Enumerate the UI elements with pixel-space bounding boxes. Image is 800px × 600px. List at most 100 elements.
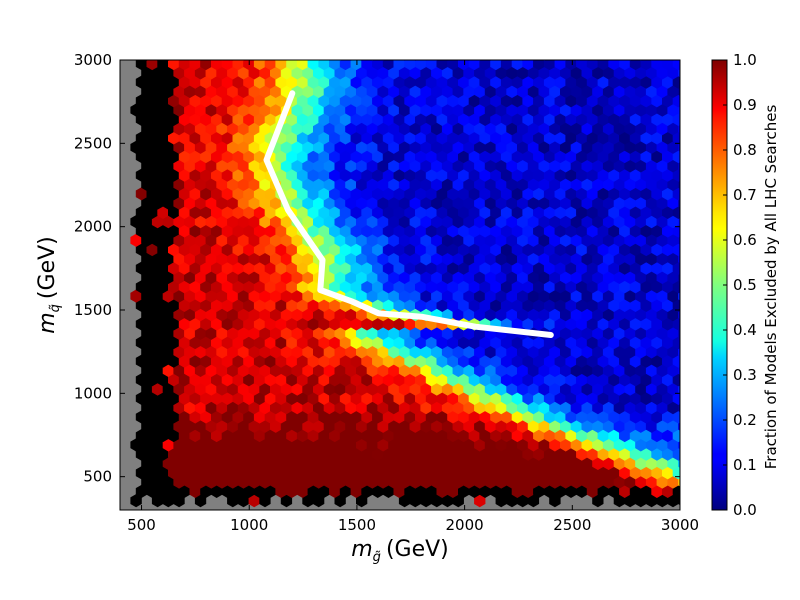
colorbar-tick-label: 0.5 [733, 276, 757, 294]
x-tick-label: 2000 [446, 516, 484, 534]
colorbar-tick-label: 1.0 [733, 51, 757, 69]
colorbar-tick-label: 0.4 [733, 321, 757, 339]
hexbin-cell [499, 60, 503, 61]
hexbin-cell [392, 60, 396, 61]
hexbin-cell [285, 60, 288, 61]
hexbin-cell [275, 60, 287, 71]
x-tick-label: 1000 [230, 516, 268, 534]
hexbin-cell [457, 60, 470, 71]
hexbin-cell [671, 60, 675, 61]
hexbin-cell [199, 60, 202, 61]
hexbin-cell [446, 60, 449, 61]
hexbin-cell [381, 60, 385, 61]
hexbin-cell [467, 60, 471, 61]
hexbin-cell [242, 60, 245, 61]
hexbin-cell [661, 60, 674, 71]
hexbin-cell [479, 60, 491, 71]
hexbin-cell [382, 60, 395, 71]
hexbin-cell [166, 60, 170, 61]
hexbin-cell [554, 60, 567, 71]
hexbin-cell [209, 60, 213, 61]
hexbin-cell [220, 60, 224, 61]
x-tick-label: 3000 [661, 516, 699, 534]
hexbin-cell [168, 60, 180, 71]
hexbin-cell [327, 60, 331, 61]
hexbin-cell [200, 60, 212, 71]
hexbin-cell [189, 60, 201, 71]
hexbin-cell [489, 60, 492, 61]
hexbin-cell [350, 60, 362, 71]
hexbin-cell [329, 60, 341, 71]
colorbar-tick-label: 0.2 [733, 411, 757, 429]
hexbin-cell [403, 60, 407, 61]
hexbin-cell [177, 60, 181, 61]
hexbin-cell [608, 60, 620, 71]
hexbin-layer [130, 60, 680, 508]
hexbin-cell [586, 60, 599, 71]
colorbar-tick-label: 0.8 [733, 141, 757, 159]
hexbin-cell [447, 60, 459, 71]
colorbar-tick-label: 0.1 [733, 456, 757, 474]
hexbin-cell [628, 60, 632, 61]
hexbin-cell [436, 60, 448, 71]
hexbin-cell [393, 60, 405, 71]
hexbin-cell [617, 60, 621, 61]
hexbin-cell [522, 60, 534, 71]
hexbin-cell [640, 60, 652, 71]
hexbin-cell [221, 60, 234, 71]
hexbin-cell [597, 60, 609, 71]
hexbin-cell [263, 60, 267, 61]
hexbin-cell [629, 60, 642, 71]
exclusion-contour-line [263, 90, 554, 338]
colorbar-label: Fraction of Models Excluded by All LHC S… [762, 105, 780, 470]
hexbin-cell [651, 60, 663, 71]
hexbin-cell [360, 60, 364, 61]
hexbin-cell [339, 60, 352, 71]
hexbin-cell [564, 60, 568, 61]
hexbin-cell [178, 60, 191, 71]
colorbar-ticks: 0.0 0.1 0.2 0.3 0.4 0.5 0.6 0.7 0.8 0.9 1.0 [723, 51, 757, 519]
y-tick-label: 1000 [74, 384, 112, 402]
hexbin-cell [264, 60, 277, 71]
hexbin-cell [306, 60, 310, 61]
y-axis-label-subscript: q̃ [48, 304, 63, 312]
hexbin-cell [490, 60, 502, 71]
y-tick-label: 2000 [74, 218, 112, 236]
colorbar-tick-label: 0.6 [733, 231, 757, 249]
hexbin-cell [531, 60, 535, 61]
hexbin-cell [156, 60, 160, 61]
x-tick-label: 2500 [553, 516, 591, 534]
y-axis-label-symbol: m [35, 312, 60, 333]
hexbin-cell [521, 60, 525, 61]
hexbin-cell [639, 60, 643, 61]
plot-frame [119, 59, 681, 511]
hexbin-cell [607, 60, 611, 61]
x-axis-label-unit: (GeV) [386, 537, 449, 562]
hexbin-cell [157, 60, 169, 71]
hexbin-cell [211, 60, 223, 71]
hexbin-cell [435, 60, 439, 61]
hexbin-cell [585, 60, 589, 61]
x-axis-label: mg̃ (GeV) [351, 537, 449, 565]
y-tick-label: 1500 [74, 301, 112, 319]
hexbin-cell [146, 60, 158, 71]
hexbin-cell [511, 60, 524, 71]
hexbin-cell [231, 60, 235, 61]
hexbin-cell [232, 60, 244, 71]
y-axis: 500 1000 1500 2000 2500 3000 [74, 51, 680, 486]
hexbin-cell [510, 60, 514, 61]
x-tick-label: 1500 [338, 516, 376, 534]
hexbin-cell [574, 60, 578, 61]
hexbin-cell [372, 60, 384, 71]
y-axis-label: mq̃ (GeV) [35, 236, 63, 334]
x-axis-label-subscript: g̃ [373, 550, 381, 565]
hexbin-cell [414, 60, 427, 71]
hexbin-cell [478, 60, 482, 61]
hexbin-cell [619, 60, 631, 71]
hexbin-cell [543, 60, 556, 71]
colorbar-tick-label: 0.9 [733, 96, 757, 114]
hexbin-cell [576, 60, 588, 71]
colorbar-tick-label: 0.7 [733, 186, 757, 204]
hexbin-cell [424, 60, 428, 61]
